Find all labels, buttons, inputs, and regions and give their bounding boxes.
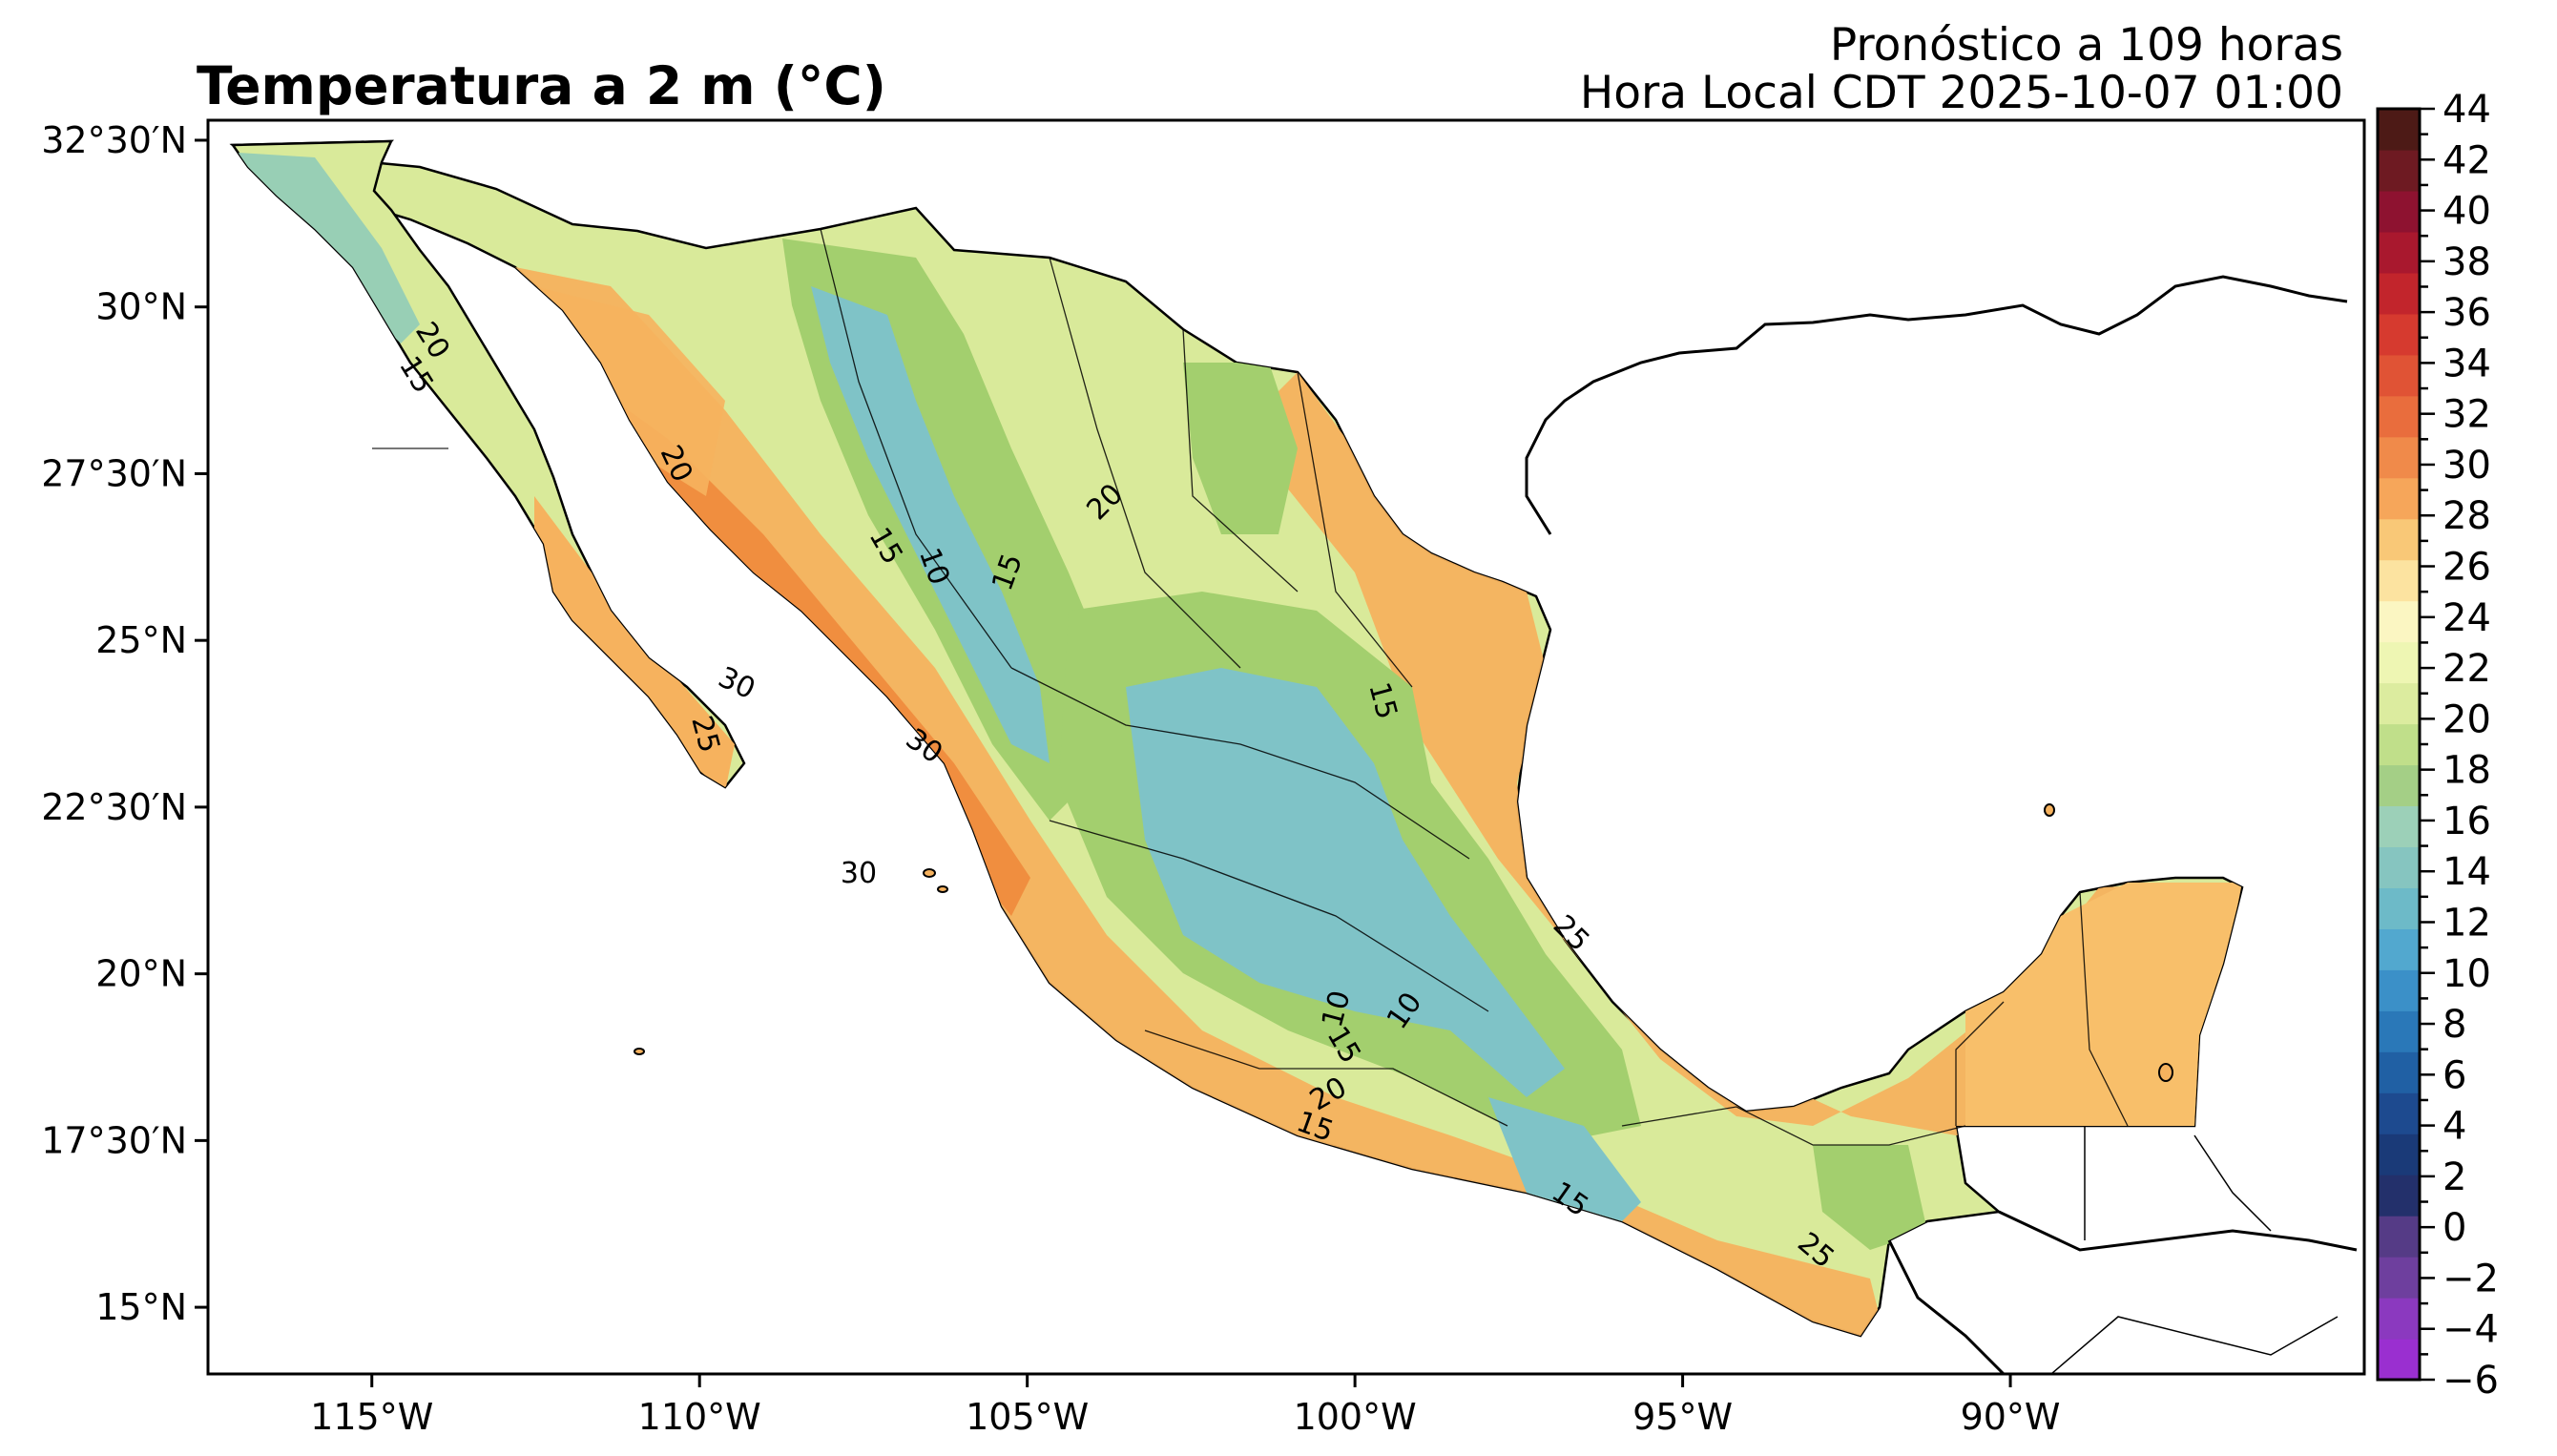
baja-south-warm — [534, 496, 735, 792]
lon-tick-label: 90°W — [1961, 1396, 2061, 1438]
colorbar-bin — [2378, 272, 2420, 315]
state-borders — [372, 228, 2129, 1146]
colorbar-tick-label: 26 — [2443, 546, 2491, 590]
lon-tick-label: 115°W — [310, 1396, 433, 1438]
lat-tick-label: 27°30′N — [41, 452, 187, 494]
map-frame — [206, 118, 2366, 1376]
colorbar-tick-label: 10 — [2443, 952, 2491, 996]
colorbar-bin — [2378, 846, 2420, 888]
colorbar-bin — [2378, 1092, 2420, 1134]
colorbar-bin — [2378, 231, 2420, 274]
neighbor-borders — [2050, 1126, 2339, 1374]
colorbar-bin — [2378, 1175, 2420, 1217]
forecast-hour-label: Pronóstico a 109 horas — [1829, 19, 2343, 72]
colorbar-tick-label: 16 — [2443, 800, 2491, 843]
colorbar-tick-label: 30 — [2443, 444, 2491, 488]
colorbar-bin — [2378, 723, 2420, 766]
colorbar-bin — [2378, 805, 2420, 848]
colorbar-bin — [2378, 109, 2420, 151]
colorbar-bin — [2378, 969, 2420, 1011]
lat-tick-label: 17°30′N — [41, 1119, 187, 1161]
lat-tick-label: 20°N — [95, 953, 187, 995]
valid-time-label: Hora Local CDT 2025-10-07 01:00 — [1579, 67, 2343, 119]
colorbar-bin — [2378, 395, 2420, 438]
colorbar-bin — [2378, 600, 2420, 643]
chiapas-green — [1813, 1145, 1927, 1250]
coahuila-green — [1183, 363, 1298, 534]
lat-tick-label: 32°30′N — [41, 119, 187, 161]
chart-title: Temperatura a 2 m (°C) — [197, 55, 886, 116]
colorbar-tick-label: 4 — [2443, 1105, 2466, 1149]
colorbar-tick-label: 34 — [2443, 342, 2491, 385]
colorbar-tick-label: 18 — [2443, 749, 2491, 793]
colorbar-bin — [2378, 641, 2420, 684]
lon-tick-label: 105°W — [966, 1396, 1089, 1438]
colorbar-bin — [2378, 928, 2420, 970]
colorbar-tick-label: 44 — [2443, 88, 2491, 132]
colorbar-bin — [2378, 1216, 2420, 1258]
colorbar-bin — [2378, 313, 2420, 356]
colorbar-tick-label: 2 — [2443, 1155, 2466, 1199]
lat-tick-label: 25°N — [95, 619, 187, 661]
colorbar-bin — [2378, 1010, 2420, 1052]
islands — [634, 803, 2173, 1082]
colorbar-tick-label: 32 — [2443, 393, 2491, 437]
colorbar-tick-label: 36 — [2443, 291, 2491, 335]
colorbar-bin — [2378, 1257, 2420, 1299]
colorbar-bin — [2378, 1298, 2420, 1340]
lat-tick-label: 15°N — [95, 1286, 187, 1328]
colorbar-tick-label: 24 — [2443, 596, 2491, 640]
colorbar-tick-label: 8 — [2443, 1003, 2466, 1047]
lon-tick-label: 95°W — [1632, 1396, 1733, 1438]
colorbar-tick-label: 28 — [2443, 494, 2491, 538]
longitude-axis: 115°W 110°W 105°W 100°W 95°W 90°W — [310, 1374, 2061, 1438]
colorbar-bin — [2378, 518, 2420, 561]
colorbar-bin — [2378, 354, 2420, 397]
colorbar-bin — [2378, 887, 2420, 929]
colorbar-tick-label: 20 — [2443, 697, 2491, 741]
lat-tick-label: 22°30′N — [41, 786, 187, 828]
colorbar-tick-label: 22 — [2443, 647, 2491, 691]
colorbar-bin — [2378, 477, 2420, 520]
colorbar-tick-label: −4 — [2443, 1308, 2499, 1352]
colorbar-bin — [2378, 1339, 2420, 1381]
colorbar-bin — [2378, 764, 2420, 807]
neighbor-coastlines — [1525, 275, 2358, 1374]
colorbar-tick-label: −2 — [2443, 1257, 2499, 1300]
colorbar-tick-label: 6 — [2443, 1053, 2466, 1097]
lon-tick-label: 100°W — [1294, 1396, 1417, 1438]
colorbar-tick-label: 14 — [2443, 850, 2491, 894]
lat-tick-label: 30°N — [95, 286, 187, 328]
sierra-occidental-cold — [811, 286, 1050, 763]
colorbar: 4442403836343230282624222018161412108642… — [2376, 88, 2499, 1403]
colorbar-bin — [2378, 1134, 2420, 1175]
lon-tick-label: 110°W — [638, 1396, 761, 1438]
colorbar-tick-label: 40 — [2443, 190, 2491, 234]
colorbar-tick-label: 0 — [2443, 1206, 2466, 1250]
colorbar-bin — [2378, 1051, 2420, 1093]
colorbar-bin — [2378, 436, 2420, 479]
colorbar-bin — [2378, 559, 2420, 602]
colorbar-bin — [2378, 682, 2420, 725]
colorbar-tick-label: 42 — [2443, 138, 2491, 182]
colorbar-bin — [2378, 190, 2420, 233]
colorbar-tick-label: −6 — [2443, 1359, 2499, 1403]
colorbar-bin — [2378, 149, 2420, 192]
contour-label: 30 — [841, 857, 877, 890]
latitude-axis: 15°N 17°30′N 20°N 22°30′N 25°N 27°30′N 30°N 32°… — [41, 119, 208, 1328]
colorbar-tick-label: 38 — [2443, 240, 2491, 284]
oaxaca-cold — [1488, 1097, 1641, 1231]
colorbar-tick-label: 12 — [2443, 901, 2491, 945]
